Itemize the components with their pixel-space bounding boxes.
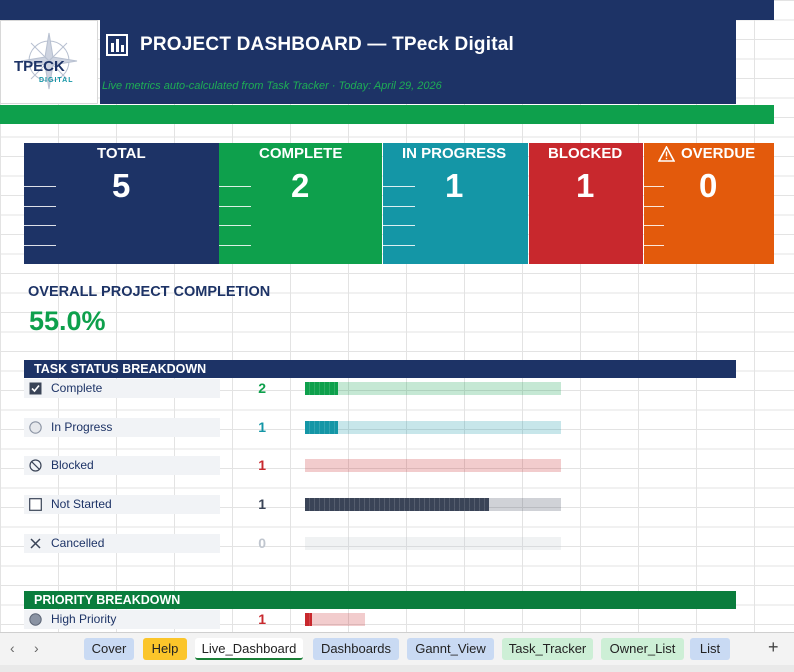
- kpi-value: 0: [699, 167, 718, 204]
- kpi-complete: COMPLETE 2: [219, 143, 382, 264]
- warning-icon: [658, 146, 675, 162]
- svg-text:DIGITAL: DIGITAL: [39, 77, 73, 84]
- bar-remainder: [338, 421, 561, 434]
- header-band: [100, 20, 736, 104]
- status-row-label: Complete: [24, 379, 220, 398]
- status-count: 1: [258, 457, 266, 473]
- bar-remainder: [489, 498, 561, 511]
- completion-value: 55.0%: [29, 306, 106, 336]
- bar-chart-icon: [106, 34, 128, 56]
- status-label: Blocked: [51, 458, 94, 472]
- completion-title: OVERALL PROJECT COMPLETION: [28, 284, 271, 300]
- bar-remainder: [338, 382, 561, 395]
- add-sheet-icon[interactable]: +: [768, 637, 779, 657]
- tab-help[interactable]: Help: [143, 638, 187, 660]
- kpi-gridlines: [383, 143, 415, 264]
- bar-remainder: [312, 613, 365, 626]
- company-logo: TPECK DIGITAL: [0, 20, 98, 104]
- status-label: In Progress: [51, 420, 113, 434]
- status-label: Not Started: [51, 497, 112, 511]
- checkbox-empty-icon: [29, 498, 42, 511]
- status-bar: [305, 459, 561, 472]
- checkbox-checked-icon: [29, 382, 42, 395]
- bar-remainder: [305, 459, 561, 472]
- kpi-value: 5: [112, 167, 131, 204]
- kpi-overdue: OVERDUE 0: [644, 143, 774, 264]
- kpi-gridlines: [219, 143, 251, 264]
- tab-gannt-view[interactable]: Gannt_View: [407, 638, 494, 660]
- priority-count: 1: [258, 611, 266, 627]
- kpi-label: COMPLETE: [259, 145, 343, 162]
- task-status-header: TASK STATUS BREAKDOWN: [24, 360, 736, 378]
- kpi-value: 2: [291, 167, 310, 204]
- status-count: 1: [258, 419, 266, 435]
- kpi-total: TOTAL 5: [24, 143, 219, 264]
- priority-header: PRIORITY BREAKDOWN: [24, 591, 736, 609]
- status-bar: [305, 421, 561, 434]
- header-top-strip: [0, 0, 774, 20]
- kpi-gridlines: [644, 143, 664, 264]
- status-bar: [305, 537, 561, 550]
- tab-task-tracker[interactable]: Task_Tracker: [502, 638, 593, 660]
- tab-owner-list[interactable]: Owner_List: [601, 638, 684, 660]
- status-count: 2: [258, 380, 266, 396]
- status-bar: [305, 498, 561, 511]
- tab-cover[interactable]: Cover: [84, 638, 134, 660]
- bar-fill: [305, 498, 489, 511]
- bar-fill: [305, 421, 338, 434]
- priority-label: High Priority: [51, 612, 117, 626]
- x-icon: [30, 538, 41, 549]
- kpi-label: BLOCKED: [548, 145, 623, 162]
- next-sheet-icon[interactable]: ›: [34, 640, 39, 656]
- kpi-value: 1: [576, 167, 595, 204]
- bar-remainder: [305, 537, 561, 550]
- bar-fill: [305, 382, 338, 395]
- header-accent-bar: [0, 105, 774, 124]
- status-bar-strip: [0, 665, 794, 672]
- page-subtitle: Live metrics auto-calculated from Task T…: [102, 80, 442, 92]
- page-title: PROJECT DASHBOARD — TPeck Digital: [140, 34, 514, 55]
- prev-sheet-icon[interactable]: ‹: [10, 640, 15, 656]
- svg-text:TPECK: TPECK: [14, 58, 65, 75]
- status-row-label: Blocked: [24, 456, 220, 475]
- kpi-label: IN PROGRESS: [402, 145, 507, 162]
- status-row-label: Not Started: [24, 495, 220, 514]
- status-bar: [305, 382, 561, 395]
- status-count: 1: [258, 496, 266, 512]
- status-row-label: Cancelled: [24, 534, 220, 553]
- tab-live-dashboard[interactable]: Live_Dashboard: [195, 638, 303, 660]
- blocked-icon: [29, 459, 42, 472]
- kpi-gridlines: [24, 143, 56, 264]
- tab-list[interactable]: List: [690, 638, 730, 660]
- priority-bar: [305, 613, 365, 626]
- tab-dashboards[interactable]: Dashboards: [313, 638, 399, 660]
- status-count: 0: [258, 535, 266, 551]
- kpi-value: 1: [445, 167, 464, 204]
- priority-row-label: High Priority: [24, 610, 220, 629]
- kpi-in-progress: IN PROGRESS 1: [383, 143, 528, 264]
- bar-fill: [305, 613, 312, 626]
- circle-icon: [29, 421, 42, 434]
- status-row-label: In Progress: [24, 418, 220, 437]
- kpi-label: TOTAL: [97, 145, 146, 162]
- kpi-blocked: BLOCKED 1: [529, 143, 643, 264]
- status-label: Complete: [51, 381, 103, 395]
- kpi-label: OVERDUE: [681, 145, 756, 162]
- status-label: Cancelled: [51, 536, 105, 550]
- filled-circle-icon: [29, 613, 42, 626]
